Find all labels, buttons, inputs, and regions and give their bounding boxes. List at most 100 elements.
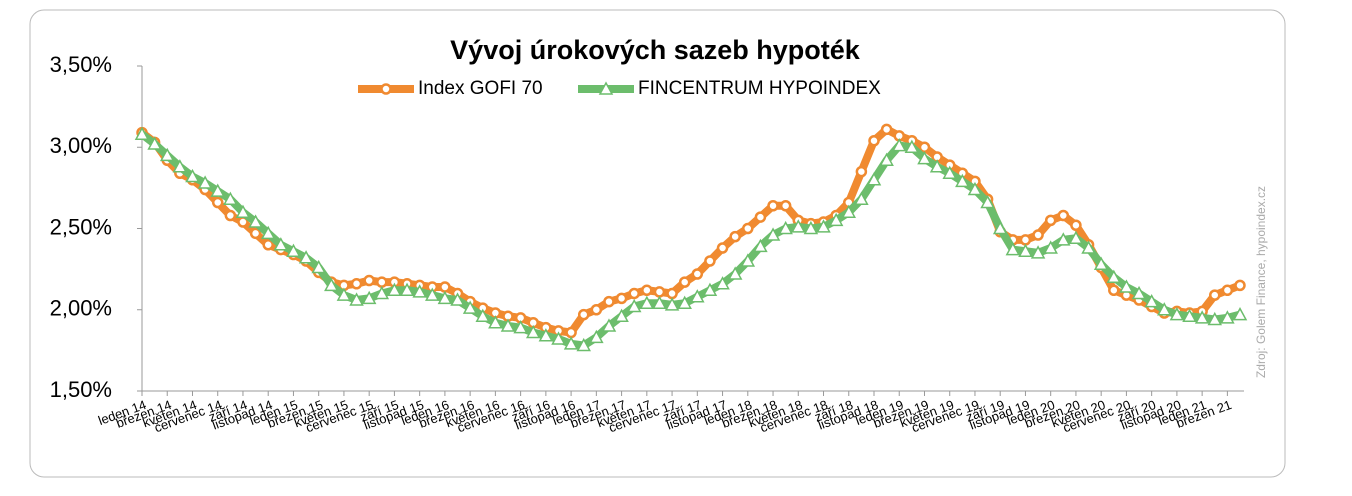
data-point	[626, 298, 642, 313]
frame	[29, 9, 1286, 478]
data-point	[1081, 240, 1096, 254]
data-point	[904, 139, 920, 153]
data-point	[1043, 240, 1058, 254]
data-point	[1068, 230, 1084, 244]
data-point	[691, 268, 704, 280]
data-point	[387, 282, 402, 296]
data-point	[1182, 308, 1197, 322]
data-point	[376, 276, 388, 288]
data-point	[273, 237, 289, 251]
data-point	[197, 175, 213, 189]
data-point	[628, 287, 640, 300]
data-point	[298, 250, 314, 264]
data-point	[742, 222, 754, 235]
data-point	[1005, 242, 1021, 256]
data-point	[716, 242, 729, 254]
data-point	[767, 200, 779, 212]
data-point	[601, 318, 617, 332]
data-point	[361, 290, 377, 305]
data-point	[779, 200, 792, 212]
data-point	[577, 308, 590, 321]
data-point	[702, 282, 718, 296]
data-point	[1220, 310, 1235, 324]
data-point	[1056, 232, 1071, 246]
data-point	[513, 320, 528, 334]
data-point	[350, 278, 363, 290]
data-point	[917, 151, 932, 165]
data-point	[565, 326, 577, 339]
data-point	[235, 204, 251, 218]
data-point	[754, 211, 767, 223]
data-point	[437, 290, 453, 305]
data-point	[866, 172, 882, 186]
data-point	[336, 287, 352, 301]
data-point	[134, 126, 150, 140]
data-point	[740, 253, 756, 267]
data-point	[286, 243, 301, 257]
data-point	[1144, 294, 1159, 308]
data-point	[563, 336, 579, 350]
data-point	[500, 318, 516, 332]
y-tick-label: 2,50%	[50, 214, 112, 239]
data-point	[1030, 245, 1046, 259]
data-point	[589, 329, 604, 344]
y-tick-label: 1,50%	[50, 377, 112, 402]
data-point	[879, 152, 894, 166]
data-point	[223, 191, 238, 205]
data-point	[210, 183, 225, 197]
data-point	[841, 204, 857, 218]
data-point	[1108, 284, 1120, 296]
data-point	[488, 315, 503, 329]
data-point	[929, 159, 945, 173]
chart-title: Vývoj úrokových sazeb hypoték	[450, 35, 861, 65]
data-point	[1057, 209, 1070, 222]
data-point	[1106, 269, 1122, 283]
data-point	[855, 165, 868, 178]
data-point	[918, 141, 931, 153]
data-point	[1169, 307, 1185, 321]
data-point	[425, 287, 440, 301]
data-point	[828, 212, 844, 227]
data-point	[704, 255, 716, 267]
data-point	[678, 276, 691, 288]
data-point	[639, 295, 655, 309]
y-tick-label: 2,00%	[50, 296, 112, 321]
data-point	[614, 308, 629, 322]
data-point	[1044, 214, 1057, 227]
data-point	[715, 276, 730, 290]
data-point	[891, 138, 907, 152]
data-point	[653, 286, 666, 298]
data-point	[1131, 285, 1147, 300]
data-point	[652, 295, 667, 309]
data-point	[603, 295, 615, 308]
data-point	[1093, 256, 1109, 270]
data-point	[576, 337, 591, 352]
data-point	[791, 219, 806, 233]
data-point	[803, 220, 819, 235]
data-point	[475, 308, 491, 322]
data-point	[955, 173, 970, 188]
data-point	[1070, 219, 1082, 231]
data-point	[980, 194, 995, 209]
data-point	[380, 83, 392, 95]
data-point	[525, 324, 541, 339]
data-point	[778, 220, 793, 235]
data-point	[1194, 310, 1210, 324]
data-point	[868, 135, 880, 147]
data-point	[992, 220, 1008, 235]
data-point	[260, 225, 276, 240]
source: Zdroj: Golem Finance, hypoindex.cz	[1254, 186, 1268, 378]
data-point	[412, 284, 427, 298]
data-point	[172, 159, 188, 173]
data-point	[551, 331, 566, 345]
data-point	[942, 165, 957, 179]
data-point	[363, 274, 375, 287]
data-point	[677, 295, 692, 309]
data-point	[248, 214, 263, 228]
data-point	[967, 181, 983, 196]
data-point	[1157, 302, 1172, 316]
data-point	[854, 191, 869, 205]
legend-label: Index GOFI 70	[418, 78, 543, 99]
data-point	[690, 289, 705, 303]
